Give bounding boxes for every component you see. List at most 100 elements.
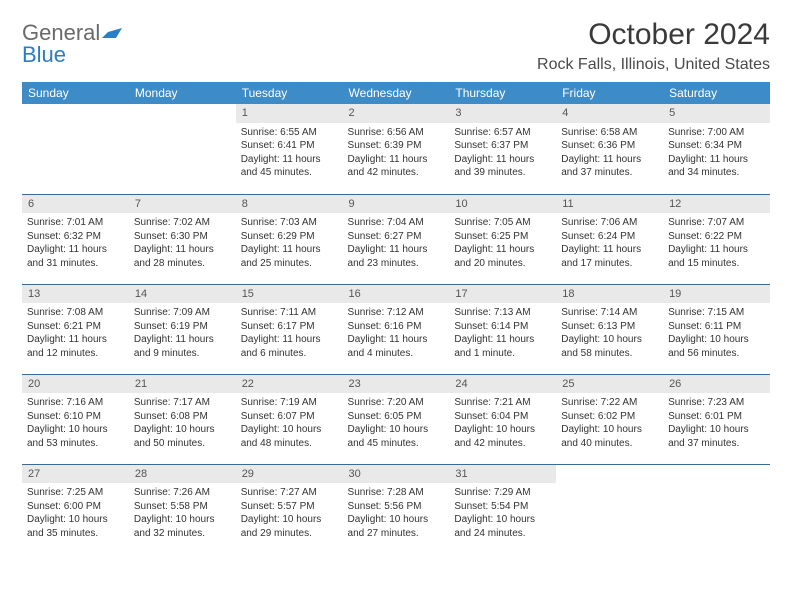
calendar-day: 9Sunrise: 7:04 AMSunset: 6:27 PMDaylight…	[343, 194, 450, 284]
day-daylight: Daylight: 10 hours and 53 minutes.	[27, 423, 124, 450]
day-body: Sunrise: 7:09 AMSunset: 6:19 PMDaylight:…	[129, 303, 236, 364]
day-sunrise: Sunrise: 7:26 AM	[134, 486, 231, 500]
day-sunrise: Sunrise: 7:21 AM	[454, 396, 551, 410]
day-body: Sunrise: 6:57 AMSunset: 6:37 PMDaylight:…	[449, 123, 556, 184]
weekday-header: Saturday	[663, 82, 770, 104]
day-sunset: Sunset: 6:24 PM	[561, 230, 658, 244]
logo-flag-icon	[102, 26, 122, 40]
calendar-day: 17Sunrise: 7:13 AMSunset: 6:14 PMDayligh…	[449, 284, 556, 374]
day-number: 21	[129, 375, 236, 394]
day-daylight: Daylight: 11 hours and 31 minutes.	[27, 243, 124, 270]
weekday-header: Friday	[556, 82, 663, 104]
day-daylight: Daylight: 11 hours and 37 minutes.	[561, 153, 658, 180]
day-body: Sunrise: 7:17 AMSunset: 6:08 PMDaylight:…	[129, 393, 236, 454]
calendar-day: 19Sunrise: 7:15 AMSunset: 6:11 PMDayligh…	[663, 284, 770, 374]
day-sunrise: Sunrise: 7:20 AM	[348, 396, 445, 410]
day-number: 27	[22, 465, 129, 484]
day-sunset: Sunset: 6:01 PM	[668, 410, 765, 424]
calendar-row: 27Sunrise: 7:25 AMSunset: 6:00 PMDayligh…	[22, 464, 770, 554]
day-body: Sunrise: 7:15 AMSunset: 6:11 PMDaylight:…	[663, 303, 770, 364]
day-number: 19	[663, 285, 770, 304]
day-body: Sunrise: 7:12 AMSunset: 6:16 PMDaylight:…	[343, 303, 450, 364]
day-number: 18	[556, 285, 663, 304]
day-sunset: Sunset: 6:16 PM	[348, 320, 445, 334]
day-body: Sunrise: 7:26 AMSunset: 5:58 PMDaylight:…	[129, 483, 236, 544]
calendar-table: SundayMondayTuesdayWednesdayThursdayFrid…	[22, 82, 770, 554]
day-body: Sunrise: 7:07 AMSunset: 6:22 PMDaylight:…	[663, 213, 770, 274]
day-daylight: Daylight: 11 hours and 45 minutes.	[241, 153, 338, 180]
day-sunrise: Sunrise: 7:00 AM	[668, 126, 765, 140]
day-sunrise: Sunrise: 7:25 AM	[27, 486, 124, 500]
day-daylight: Daylight: 11 hours and 39 minutes.	[454, 153, 551, 180]
calendar-day: 25Sunrise: 7:22 AMSunset: 6:02 PMDayligh…	[556, 374, 663, 464]
day-body: Sunrise: 7:25 AMSunset: 6:00 PMDaylight:…	[22, 483, 129, 544]
calendar-row: 13Sunrise: 7:08 AMSunset: 6:21 PMDayligh…	[22, 284, 770, 374]
day-body: Sunrise: 7:22 AMSunset: 6:02 PMDaylight:…	[556, 393, 663, 454]
day-body: Sunrise: 7:14 AMSunset: 6:13 PMDaylight:…	[556, 303, 663, 364]
day-number: 7	[129, 195, 236, 214]
day-sunset: Sunset: 6:13 PM	[561, 320, 658, 334]
calendar-day: 8Sunrise: 7:03 AMSunset: 6:29 PMDaylight…	[236, 194, 343, 284]
day-daylight: Daylight: 10 hours and 48 minutes.	[241, 423, 338, 450]
day-daylight: Daylight: 11 hours and 23 minutes.	[348, 243, 445, 270]
day-body: Sunrise: 7:28 AMSunset: 5:56 PMDaylight:…	[343, 483, 450, 544]
day-sunset: Sunset: 6:11 PM	[668, 320, 765, 334]
day-sunrise: Sunrise: 6:56 AM	[348, 126, 445, 140]
day-body: Sunrise: 7:01 AMSunset: 6:32 PMDaylight:…	[22, 213, 129, 274]
day-sunrise: Sunrise: 7:22 AM	[561, 396, 658, 410]
calendar-day: 29Sunrise: 7:27 AMSunset: 5:57 PMDayligh…	[236, 464, 343, 554]
day-sunset: Sunset: 6:05 PM	[348, 410, 445, 424]
calendar-day: 14Sunrise: 7:09 AMSunset: 6:19 PMDayligh…	[129, 284, 236, 374]
day-number: 23	[343, 375, 450, 394]
day-body: Sunrise: 7:00 AMSunset: 6:34 PMDaylight:…	[663, 123, 770, 184]
day-body: Sunrise: 7:02 AMSunset: 6:30 PMDaylight:…	[129, 213, 236, 274]
day-sunrise: Sunrise: 7:28 AM	[348, 486, 445, 500]
day-sunset: Sunset: 6:17 PM	[241, 320, 338, 334]
day-number: 24	[449, 375, 556, 394]
day-body: Sunrise: 7:27 AMSunset: 5:57 PMDaylight:…	[236, 483, 343, 544]
calendar-day: 27Sunrise: 7:25 AMSunset: 6:00 PMDayligh…	[22, 464, 129, 554]
day-sunset: Sunset: 5:54 PM	[454, 500, 551, 514]
day-sunset: Sunset: 6:30 PM	[134, 230, 231, 244]
day-sunset: Sunset: 5:58 PM	[134, 500, 231, 514]
day-sunrise: Sunrise: 7:15 AM	[668, 306, 765, 320]
weekday-header: Tuesday	[236, 82, 343, 104]
day-number: 2	[343, 104, 450, 123]
calendar-day: 11Sunrise: 7:06 AMSunset: 6:24 PMDayligh…	[556, 194, 663, 284]
day-sunset: Sunset: 6:36 PM	[561, 139, 658, 153]
day-body: Sunrise: 7:08 AMSunset: 6:21 PMDaylight:…	[22, 303, 129, 364]
day-sunset: Sunset: 6:21 PM	[27, 320, 124, 334]
calendar-empty: .	[22, 104, 129, 194]
day-body: Sunrise: 7:16 AMSunset: 6:10 PMDaylight:…	[22, 393, 129, 454]
day-sunrise: Sunrise: 6:55 AM	[241, 126, 338, 140]
day-sunset: Sunset: 6:41 PM	[241, 139, 338, 153]
day-number: 30	[343, 465, 450, 484]
day-body: Sunrise: 6:56 AMSunset: 6:39 PMDaylight:…	[343, 123, 450, 184]
day-number: 12	[663, 195, 770, 214]
weekday-header: Sunday	[22, 82, 129, 104]
calendar-day: 3Sunrise: 6:57 AMSunset: 6:37 PMDaylight…	[449, 104, 556, 194]
day-number: 14	[129, 285, 236, 304]
day-daylight: Daylight: 11 hours and 28 minutes.	[134, 243, 231, 270]
day-number: 3	[449, 104, 556, 123]
day-body: Sunrise: 7:23 AMSunset: 6:01 PMDaylight:…	[663, 393, 770, 454]
calendar-empty: .	[663, 464, 770, 554]
day-sunrise: Sunrise: 7:11 AM	[241, 306, 338, 320]
day-sunset: Sunset: 6:37 PM	[454, 139, 551, 153]
day-number: 28	[129, 465, 236, 484]
calendar-day: 24Sunrise: 7:21 AMSunset: 6:04 PMDayligh…	[449, 374, 556, 464]
day-daylight: Daylight: 10 hours and 24 minutes.	[454, 513, 551, 540]
day-sunrise: Sunrise: 6:57 AM	[454, 126, 551, 140]
day-sunrise: Sunrise: 7:09 AM	[134, 306, 231, 320]
day-sunset: Sunset: 6:07 PM	[241, 410, 338, 424]
day-sunrise: Sunrise: 7:07 AM	[668, 216, 765, 230]
day-sunrise: Sunrise: 7:14 AM	[561, 306, 658, 320]
day-daylight: Daylight: 10 hours and 32 minutes.	[134, 513, 231, 540]
day-sunset: Sunset: 6:39 PM	[348, 139, 445, 153]
calendar-empty: .	[129, 104, 236, 194]
calendar-day: 21Sunrise: 7:17 AMSunset: 6:08 PMDayligh…	[129, 374, 236, 464]
calendar-day: 13Sunrise: 7:08 AMSunset: 6:21 PMDayligh…	[22, 284, 129, 374]
day-body: Sunrise: 7:04 AMSunset: 6:27 PMDaylight:…	[343, 213, 450, 274]
day-sunrise: Sunrise: 7:16 AM	[27, 396, 124, 410]
day-sunset: Sunset: 6:34 PM	[668, 139, 765, 153]
